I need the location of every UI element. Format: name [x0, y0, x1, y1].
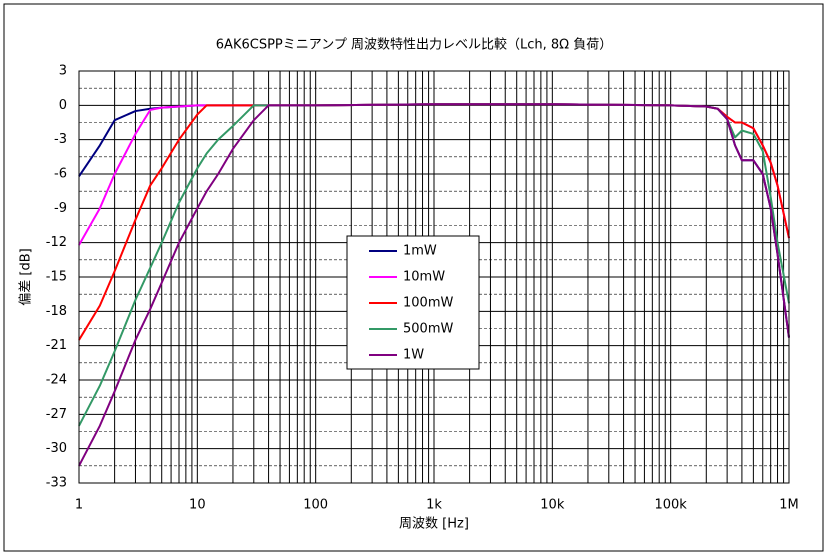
legend-label: 1mW [403, 244, 437, 259]
y-tick-label: -3 [54, 132, 67, 147]
chart-title: 6AK6CSPPミニアンプ 周波数特性出力レベル比較（Lch, 8Ω 負荷） [216, 38, 612, 53]
y-tick-label: -18 [46, 304, 67, 319]
x-tick-label: 10k [540, 498, 565, 513]
legend: 1mW 10mW 100mW 500mW 1W [346, 235, 480, 370]
plot-border [78, 70, 790, 484]
legend-label: 100mW [403, 296, 453, 311]
y-tick-label: -33 [46, 476, 67, 491]
y-tick-label: 3 [59, 64, 67, 79]
y-tick-label: -24 [46, 373, 67, 388]
x-tick-label: 100k [654, 498, 687, 513]
y-tick-label: -9 [54, 201, 67, 216]
x-tick-label: 1M [779, 498, 799, 513]
x-axis-label: 周波数 [Hz] [399, 517, 469, 532]
legend-label: 10mW [403, 270, 445, 285]
legend-label: 500mW [403, 322, 453, 337]
y-tick-label: -27 [46, 407, 67, 422]
x-tick-label: 100 [303, 498, 328, 513]
legend-label: 1W [403, 348, 424, 363]
y-tick-label: -15 [46, 270, 67, 285]
y-tick-label: -6 [54, 167, 67, 182]
series-line [78, 103, 790, 467]
y-tick-label: -21 [46, 338, 67, 353]
y-axis-label: 偏差 [dB] [19, 248, 34, 305]
y-tick-label: -30 [46, 441, 67, 456]
x-tick-label: 10 [189, 498, 206, 513]
x-tick-label: 1k [426, 498, 442, 513]
y-tick-label: -12 [46, 235, 67, 250]
x-tick-label: 1 [75, 498, 83, 513]
y-tick-label: 0 [59, 98, 67, 113]
